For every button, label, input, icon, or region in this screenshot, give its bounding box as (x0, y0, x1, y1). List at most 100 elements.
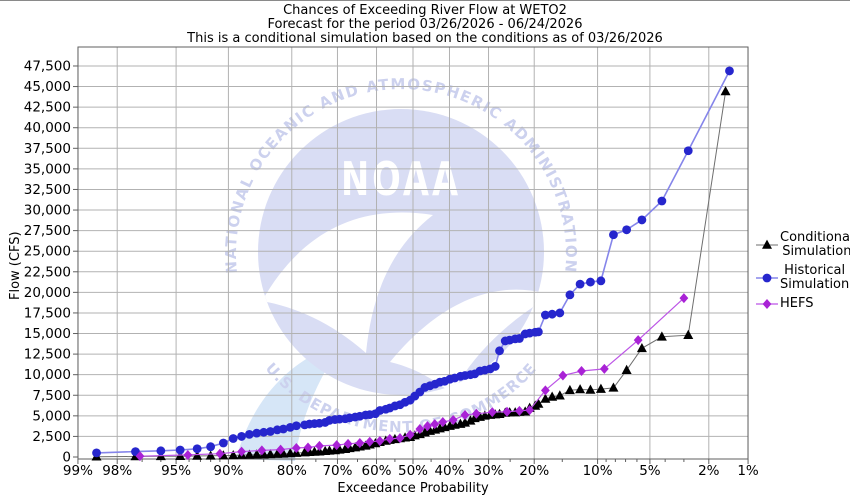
data-point (585, 384, 596, 394)
chart-subtitle-conditions: This is a conditional simulation based o… (187, 31, 663, 46)
y-tick-label: 17,500 (24, 305, 71, 321)
data-point (683, 329, 694, 339)
data-point (215, 448, 225, 459)
data-point (525, 405, 535, 416)
legend-item-hefs: HEFS (756, 297, 850, 311)
data-point (415, 424, 425, 435)
data-point (276, 444, 286, 455)
data-point (315, 440, 324, 451)
data-point (555, 308, 565, 318)
y-tick-label: 7,500 (32, 388, 71, 404)
data-point (471, 408, 481, 419)
data-point (259, 427, 269, 437)
data-point (237, 432, 246, 441)
series-hefs (135, 293, 689, 462)
data-point (192, 450, 203, 460)
data-point (258, 449, 269, 459)
data-point (515, 405, 524, 416)
data-point (564, 384, 575, 395)
data-point (251, 449, 262, 459)
data-point (547, 309, 557, 319)
data-point (502, 406, 512, 417)
data-point (218, 438, 228, 448)
y-axis-label: Flow (CFS) (8, 231, 23, 300)
y-tick-label: 35,000 (24, 161, 71, 177)
y-tick-label: 32,500 (24, 182, 71, 198)
data-point (636, 342, 647, 353)
diamond-marker-icon (756, 297, 778, 311)
data-point (183, 449, 193, 460)
data-point (405, 429, 415, 440)
data-point (395, 433, 405, 444)
data-point (257, 445, 267, 456)
x-tick-label: 10% (583, 463, 613, 479)
data-point (460, 410, 470, 421)
data-point (244, 449, 255, 459)
data-point (465, 415, 476, 425)
data-point (622, 225, 632, 235)
data-point (252, 428, 262, 438)
data-point (656, 331, 667, 341)
data-point (355, 438, 365, 449)
x-tick-label: 70% (322, 463, 352, 479)
x-tick-label: 2% (698, 463, 720, 479)
data-point (490, 362, 500, 371)
legend-item-conditional-simulation: Conditional Simulation (756, 231, 850, 258)
data-point (725, 66, 734, 76)
axis-ticks: 0 2,500 5,000 7,500 10,000 12,500 15,000 17,500… (24, 58, 759, 479)
data-point (533, 327, 543, 337)
data-point (608, 382, 619, 392)
data-point (621, 364, 632, 374)
data-point (679, 293, 689, 304)
data-point (423, 421, 432, 432)
data-point (206, 442, 216, 452)
x-tick-label: 90% (213, 463, 243, 479)
data-point (495, 346, 504, 356)
y-tick-label: 25,000 (24, 244, 71, 260)
y-tick-label: 22,500 (24, 264, 71, 280)
y-tick-label: 12,500 (24, 347, 71, 363)
x-tick-label: 80% (277, 463, 307, 479)
x-tick-label: 60% (362, 463, 392, 479)
data-point (762, 239, 772, 249)
data-point (540, 385, 550, 396)
x-tick-label: 1% (737, 463, 759, 479)
data-point (278, 424, 288, 434)
data-point (683, 146, 693, 156)
data-point (92, 448, 101, 458)
legend-label: Simulation (780, 276, 850, 292)
data-point (332, 440, 342, 451)
x-tick-label: 20% (519, 463, 549, 479)
legend-label: Conditional (780, 230, 850, 245)
x-tick-label: 30% (474, 463, 504, 479)
y-tick-label: 10,000 (24, 367, 71, 383)
data-point (343, 438, 353, 449)
data-point (303, 442, 313, 453)
data-point (609, 230, 618, 240)
data-point (633, 335, 643, 346)
y-tick-label: 37,500 (24, 141, 71, 157)
data-point (265, 448, 276, 459)
triangle-marker-icon (756, 238, 778, 252)
chart-subtitle-period: Forecast for the period 03/26/2026 - 06/… (267, 17, 583, 32)
data-point (192, 444, 202, 454)
chart-title: Chances of Exceeding River Flow at WETO2 (283, 3, 567, 18)
data-point (565, 290, 575, 300)
data-point (575, 279, 585, 289)
series-historical-simulation (92, 66, 734, 458)
data-point (577, 365, 586, 376)
data-point (596, 276, 606, 286)
data-point (558, 370, 568, 381)
data-point (554, 390, 565, 400)
data-point (385, 433, 395, 444)
data-point (540, 310, 550, 320)
y-tick-label: 40,000 (24, 120, 71, 136)
data-point (657, 196, 667, 206)
y-tick-label: 20,000 (24, 285, 71, 301)
y-tick-label: 42,500 (24, 100, 71, 116)
noaa-watermark-logo: NATIONAL OCEANIC AND ATMOSPHERIC ADMINIS… (222, 75, 579, 461)
data-point (205, 450, 216, 460)
data-point (430, 419, 440, 430)
